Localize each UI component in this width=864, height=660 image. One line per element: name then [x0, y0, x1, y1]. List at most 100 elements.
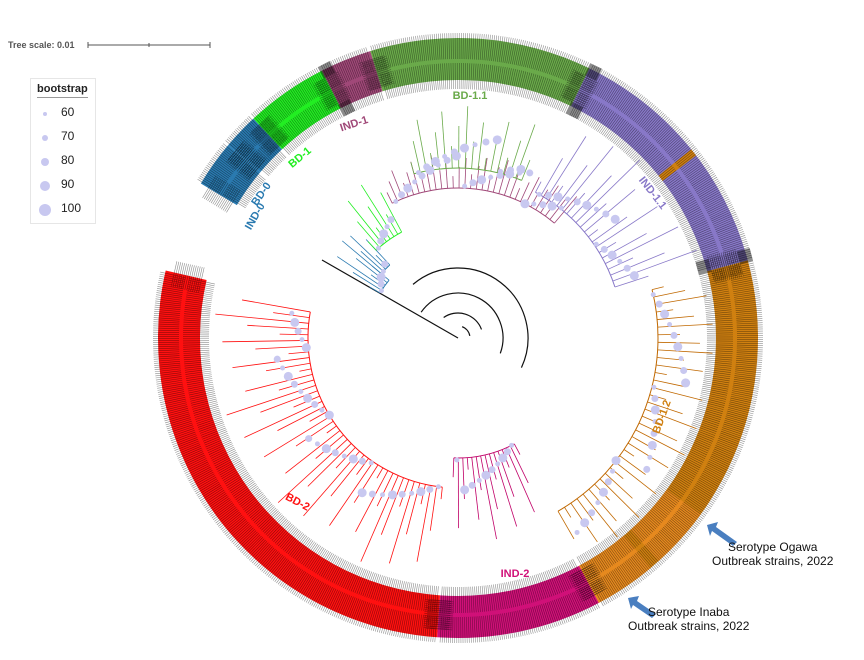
bootstrap-node [482, 138, 490, 146]
bootstrap-node [380, 268, 386, 274]
tree-branch [571, 175, 612, 219]
tree-branch [416, 485, 432, 562]
bootstrap-node [376, 272, 386, 282]
tree-branch [619, 455, 646, 475]
tree-branch [635, 429, 685, 456]
tree-branch [575, 159, 640, 223]
tree-branch [360, 251, 384, 272]
bootstrap-node [303, 393, 313, 403]
tree-branch [277, 406, 325, 431]
tree-branch [299, 368, 312, 372]
bootstrap-node [321, 444, 331, 454]
bootstrap-node [673, 342, 683, 352]
bootstrap-node [305, 435, 313, 443]
bootstrap-node [629, 271, 639, 281]
bootstrap-node [593, 241, 599, 247]
tree-branch [352, 272, 382, 291]
bootstrap-node [368, 490, 376, 498]
outbreak-ring-segment [579, 535, 651, 603]
clade-ring-segment [658, 149, 697, 181]
tree-branch [356, 458, 369, 475]
bootstrap-node [670, 331, 678, 339]
tree-branch [471, 457, 480, 520]
bootstrap-node [539, 201, 547, 209]
bootstrap-node [381, 260, 389, 268]
tree-branch [481, 157, 488, 190]
leaf-labels-band [216, 107, 297, 187]
bootstrap-node [602, 210, 610, 218]
bootstrap-node [476, 477, 482, 483]
bootstrap-node [623, 264, 631, 272]
bootstrap-node [469, 179, 477, 187]
clade-branch-arc [392, 187, 555, 224]
bootstrap-node [680, 367, 688, 375]
bootstrap-nodes [273, 135, 691, 535]
bootstrap-node [492, 135, 502, 145]
bootstrap-dot-icon [41, 158, 49, 166]
tree-branch [360, 184, 395, 237]
legend-label: 80 [61, 153, 75, 167]
tree-branch [653, 379, 685, 388]
clade-ring-segment [200, 145, 261, 206]
clade-branch-arc [535, 191, 616, 288]
clade-label: BD-2 [283, 491, 311, 514]
clade-ring-segment [437, 565, 599, 638]
tree-branch [412, 267, 529, 368]
bootstrap-node [430, 156, 440, 166]
legend-label: 70 [61, 129, 75, 143]
tree-branch [464, 106, 469, 169]
bootstrap-node [553, 192, 563, 202]
tree-branch [657, 323, 713, 328]
legend-item: 70 [31, 129, 95, 149]
inaba-line1: Serotype Inaba [648, 605, 730, 619]
leaf-label-bands [153, 33, 763, 644]
bootstrap-node [481, 470, 491, 480]
bootstrap-node [377, 280, 385, 288]
tree-branch [505, 447, 535, 513]
bootstrap-node [454, 457, 460, 463]
bootstrap-node [435, 484, 441, 490]
bootstrap-node [423, 163, 431, 171]
bootstrap-node [495, 461, 501, 467]
bootstrap-node [294, 327, 302, 335]
tree-branch [429, 486, 438, 531]
tree-branch [514, 188, 521, 200]
bootstrap-node [348, 454, 358, 464]
tree-branch [490, 139, 498, 172]
bootstrap-node [582, 200, 592, 210]
tree-branch [647, 401, 683, 415]
bootstrap-node [472, 142, 478, 148]
bootstrap-dot-icon [42, 135, 48, 141]
bootstrap-node [509, 442, 515, 448]
bootstrap-node [593, 206, 599, 212]
tree-branch [641, 415, 663, 426]
tree-scale-bar [87, 42, 211, 48]
clade-ring-segment [321, 51, 383, 109]
bootstrap-node [319, 407, 325, 413]
bootstrap-node [520, 199, 530, 209]
tree-branch [535, 189, 549, 210]
tree-branch [326, 425, 337, 434]
bootstrap-node [516, 164, 526, 174]
bootstrap-node [380, 492, 386, 498]
tree-branch [496, 121, 510, 173]
tree-branch [265, 362, 311, 372]
legend-item: 90 [31, 177, 95, 197]
bootstrap-node [387, 490, 397, 500]
tree-branch [309, 411, 328, 422]
tree-branch [540, 185, 559, 213]
inaba-annotation: Serotype Inaba Outbreak strains, 2022 [628, 605, 749, 633]
bootstrap-node [298, 389, 304, 395]
bootstrap-node [311, 400, 319, 408]
bootstrap-node [536, 191, 542, 197]
tree-branch [244, 400, 323, 438]
tree-branch [484, 454, 498, 510]
bootstrap-node [498, 453, 508, 463]
tree-branch [588, 229, 599, 238]
tree-branch [561, 146, 614, 211]
bootstrap-node [314, 441, 320, 447]
tree-branch [576, 498, 594, 521]
legend-label: 90 [61, 177, 75, 191]
inaba-line2: Outbreak strains, 2022 [628, 619, 750, 633]
